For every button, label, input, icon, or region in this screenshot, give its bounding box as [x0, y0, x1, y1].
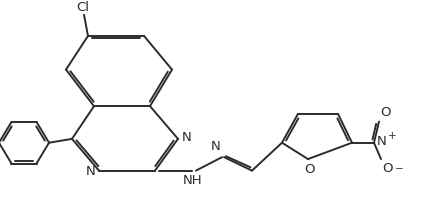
Text: N: N	[210, 140, 220, 153]
Text: −: −	[395, 164, 404, 174]
Text: Cl: Cl	[76, 1, 89, 14]
Text: NH: NH	[183, 174, 203, 187]
Text: O: O	[382, 162, 392, 175]
Text: O: O	[380, 106, 391, 119]
Text: O: O	[304, 163, 314, 176]
Text: N: N	[182, 131, 192, 144]
Text: N: N	[85, 165, 95, 178]
Text: +: +	[388, 131, 396, 141]
Text: N: N	[377, 135, 387, 148]
